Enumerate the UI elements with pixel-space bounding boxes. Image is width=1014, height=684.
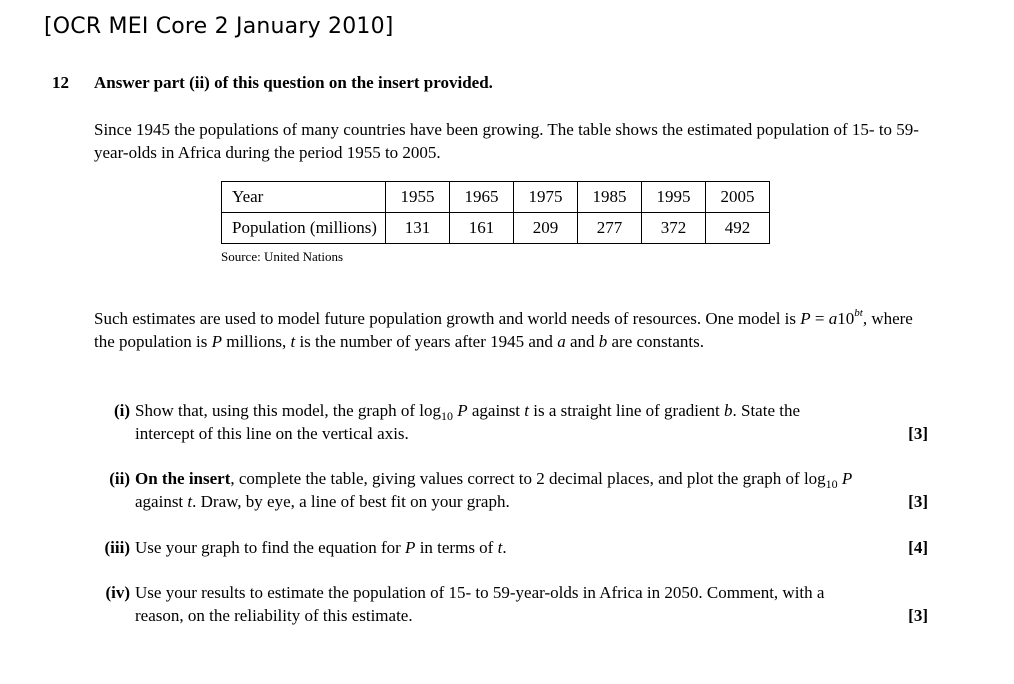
part-label: (iii)	[104, 538, 131, 557]
exam-header: [OCR MEI Core 2 January 2010]	[44, 14, 394, 39]
marks: [3]	[908, 606, 928, 625]
year-cell: 2005	[704, 181, 770, 213]
part-label: (i)	[113, 401, 130, 420]
part-text: Use your graph to find the equation for …	[135, 538, 507, 557]
model-paragraph: Such estimates are used to model future …	[94, 307, 913, 352]
table-row-population: Population (millions) 131 161 209 277 37…	[221, 212, 770, 244]
intro-paragraph: Since 1945 the populations of many count…	[94, 120, 919, 162]
year-cell: 1985	[576, 181, 642, 213]
population-cell: 209	[512, 212, 578, 244]
part-text: Use your results to estimate the populat…	[135, 583, 825, 625]
population-table: Year 1955 1965 1975 1985 1995 2005 Popul…	[221, 181, 770, 244]
marks: [4]	[908, 538, 928, 557]
part-text: On the insert, complete the table, givin…	[135, 469, 853, 511]
year-cell: 1965	[448, 181, 514, 213]
marks: [3]	[908, 492, 928, 511]
part-text: Show that, using this model, the graph o…	[135, 401, 801, 443]
year-cell: 1955	[384, 181, 450, 213]
row-header-year: Year	[221, 181, 386, 213]
year-cell: 1975	[512, 181, 578, 213]
part-iv: (iv) Use your results to estimate the po…	[94, 581, 928, 627]
part-label: (iv)	[105, 583, 130, 602]
population-cell: 131	[384, 212, 450, 244]
part-i: (i) Show that, using this model, the gra…	[94, 399, 928, 445]
table-source: Source: United Nations	[221, 249, 344, 264]
population-cell: 277	[576, 212, 642, 244]
marks: [3]	[908, 424, 928, 443]
part-ii: (ii) On the insert, complete the table, …	[94, 467, 928, 513]
row-header-population: Population (millions)	[221, 212, 386, 244]
year-cell: 1995	[640, 181, 706, 213]
population-cell: 372	[640, 212, 706, 244]
question-instruction: Answer part (ii) of this question on the…	[94, 73, 493, 92]
part-label: (ii)	[109, 469, 130, 488]
population-cell: 492	[704, 212, 770, 244]
question-number: 12	[52, 73, 69, 92]
population-cell: 161	[448, 212, 514, 244]
part-iii: (iii) Use your graph to find the equatio…	[94, 536, 929, 559]
table-row-year: Year 1955 1965 1975 1985 1995 2005	[221, 181, 770, 213]
